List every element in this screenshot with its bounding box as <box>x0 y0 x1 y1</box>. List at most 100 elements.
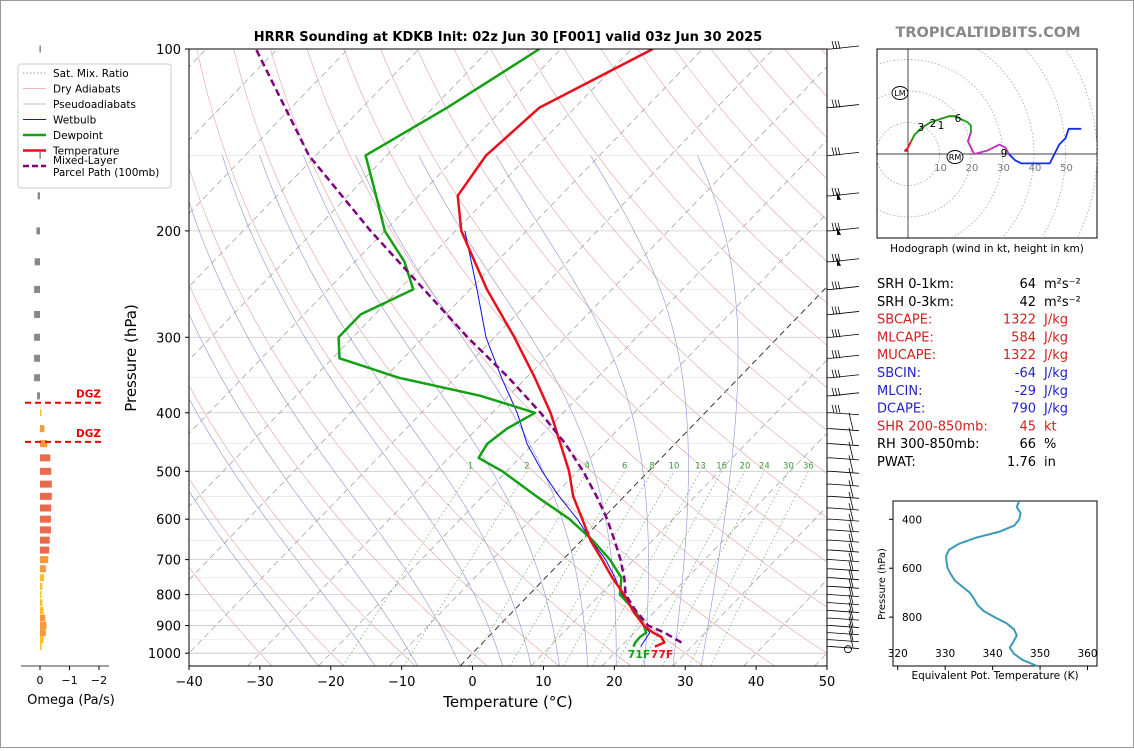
right-mover-label: RM <box>949 153 962 162</box>
dry-adiabat <box>527 49 827 388</box>
barb-flag <box>834 281 838 290</box>
wind-barb <box>830 40 860 50</box>
hodograph-ring-label: 50 <box>1060 163 1073 174</box>
barb-flag <box>837 369 841 378</box>
index-value: 66 <box>1019 437 1036 452</box>
barb-staff <box>830 354 860 359</box>
isotherm <box>247 66 827 666</box>
index-unit: J/kg <box>1043 330 1068 345</box>
barb-staff <box>830 192 860 197</box>
legend-label: Mixed-Layer <box>53 155 118 167</box>
omega-bar <box>34 374 40 382</box>
index-label: MLCAPE: <box>877 330 934 345</box>
wind-barb <box>830 455 860 474</box>
barb-flag <box>831 222 835 231</box>
barb-flag <box>848 441 854 459</box>
surface-temperature-label: 77F <box>651 648 674 661</box>
mixing-ratio-label: 13 <box>695 461 706 471</box>
omega-bar <box>40 614 46 622</box>
index-unit: J/kg <box>1043 313 1068 328</box>
omega-bar <box>40 492 52 500</box>
wind-barb <box>830 533 860 553</box>
barb-staff <box>830 258 860 263</box>
omega-bar <box>40 536 50 544</box>
barb-flag <box>848 586 854 604</box>
omega-bar <box>34 258 40 266</box>
barb-staff <box>830 470 860 474</box>
omega-bar <box>40 599 43 607</box>
wind-barb <box>830 491 860 511</box>
omega-bar <box>40 591 42 599</box>
wind-barb <box>830 468 860 487</box>
barb-flag <box>834 222 838 231</box>
dgz-label: DGZ <box>76 428 101 440</box>
omega-bar <box>40 556 49 564</box>
wind-barb <box>830 387 860 397</box>
barb-staff <box>830 577 860 581</box>
skewt-plot-frame <box>188 48 828 667</box>
barb-staff <box>830 374 860 379</box>
mixing-ratio-line <box>509 471 625 666</box>
theta-e-y-tick-label: 800 <box>902 612 922 624</box>
mixing-ratio-label: 20 <box>740 461 751 471</box>
barb-flag <box>831 99 835 108</box>
wind-barb <box>830 578 860 598</box>
barb-staff <box>830 392 860 397</box>
mixing-ratio-label: 24 <box>759 461 770 471</box>
legend-label: Dry Adiabats <box>53 84 121 96</box>
index-value: 45 <box>1019 419 1036 434</box>
barb-staff <box>830 529 860 533</box>
index-value: 790 <box>1011 402 1036 417</box>
barb-flag <box>834 369 838 378</box>
isotherm <box>189 49 561 434</box>
theta-e-y-axis-label: Pressure (hPa) <box>877 548 888 620</box>
isotherm <box>672 506 827 666</box>
omega-bar <box>40 643 42 651</box>
omega-bar <box>40 440 48 448</box>
mixing-ratio-label: 36 <box>803 461 814 471</box>
barb-staff <box>830 151 860 156</box>
omega-bar <box>40 565 46 573</box>
barb-flag <box>848 561 854 579</box>
barb-flag <box>834 147 838 156</box>
skewt-x-axis-label: Temperature (°C) <box>442 693 572 711</box>
barb-flag <box>848 578 854 596</box>
theta-e-x-tick-label: 350 <box>1030 648 1050 660</box>
dry-adiabat <box>380 49 827 563</box>
legend-label: Pseudoadiabats <box>53 99 136 111</box>
wind-barb <box>830 99 860 108</box>
barb-staff <box>830 412 860 416</box>
legend: Sat. Mix. Ratio Dry Adiabats Pseudoadiabat… <box>17 63 172 189</box>
hodograph-height-label: 3 <box>918 122 925 134</box>
index-unit: J/kg <box>1043 384 1068 399</box>
omega-axis-label: Omega (Pa/s) <box>27 693 115 708</box>
omega-bar <box>40 454 51 462</box>
barb-flag <box>848 594 854 612</box>
barb-flag <box>831 147 835 156</box>
x-tick-label: −20 <box>317 675 344 690</box>
y-tick-label: 900 <box>156 620 181 635</box>
barb-staff <box>830 45 860 50</box>
barb-staff <box>830 610 860 613</box>
barb-flag <box>848 552 854 570</box>
barb-flag <box>834 187 838 196</box>
theta-e-y-tick-label: 600 <box>902 563 922 575</box>
dry-adiabat <box>233 49 704 666</box>
mixing-ratio-label: 10 <box>669 461 680 471</box>
barb-staff <box>830 539 860 543</box>
index-label: MLCIN: <box>877 384 922 399</box>
dry-adiabat <box>417 49 827 518</box>
dry-adiabat <box>196 49 632 666</box>
isotherm <box>318 139 827 666</box>
barb-flag <box>834 40 838 50</box>
isotherm <box>389 212 827 666</box>
moist-adiabat <box>418 155 617 666</box>
isotherm <box>189 49 420 288</box>
barb-staff <box>830 311 860 315</box>
skewt-axes: −40 −30 −20 −10 0 10 20 30 40 50 100 200 300 400 500 60… <box>148 43 835 690</box>
surface-dewpoint-label: 71F <box>628 648 651 661</box>
barb-flag <box>831 281 835 290</box>
x-tick-label: −40 <box>175 675 202 690</box>
